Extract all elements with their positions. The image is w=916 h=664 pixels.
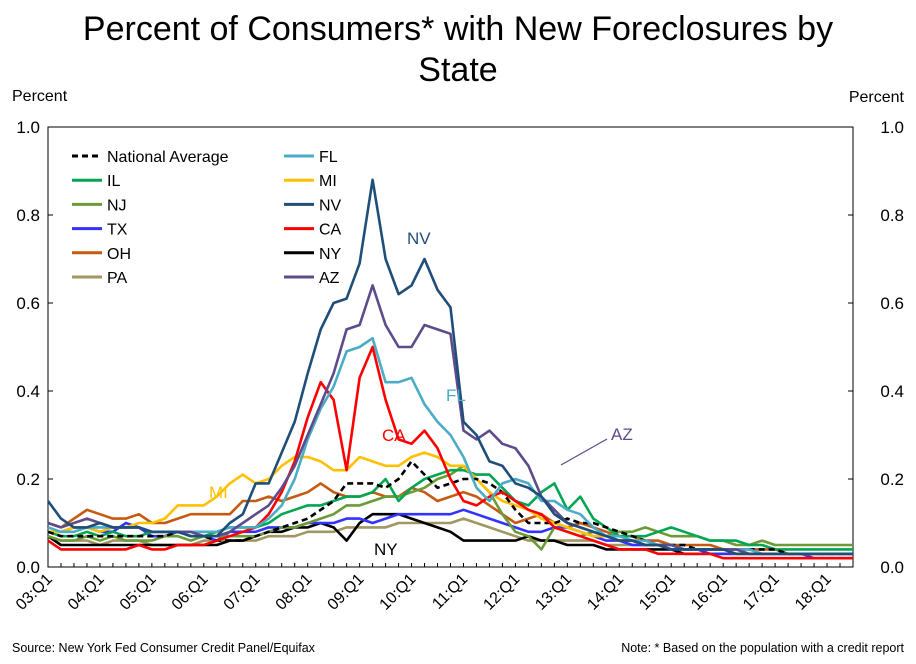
x-ticks: 03:Q1 04:Q1 05:Q1 06:Q1 07:Q1 08:Q1 09:Q1 10:Q1… <box>13 563 854 614</box>
annotation-az: AZ <box>611 425 633 444</box>
y-ticks-right: 0.0 0.2 0.4 0.6 0.8 1.0 <box>848 118 904 577</box>
series-line-il <box>47 468 853 551</box>
legend-label: MI <box>319 173 337 190</box>
legend: National Average IL NJ TX OH PA FL MI NV CA NY AZ <box>72 149 342 287</box>
x-tick-label: 13:Q1 <box>532 571 575 614</box>
legend-label: OH <box>107 246 131 263</box>
legend-label: NJ <box>107 197 127 214</box>
y-ticks-left: 0.0 0.2 0.4 0.6 0.8 1.0 <box>16 118 53 577</box>
x-tick-label: 17:Q1 <box>740 571 783 614</box>
legend-label: National Average <box>107 149 229 166</box>
x-tick-label: 08:Q1 <box>273 571 316 614</box>
legend-label: IL <box>107 173 120 190</box>
series-line-nv <box>46 178 853 556</box>
source-note: Source: New York Fed Consumer Credit Pan… <box>12 641 316 655</box>
y-tick-label-left: 0.2 <box>16 470 40 489</box>
x-tick-label: 09:Q1 <box>325 571 368 614</box>
chart-title-line-1: Percent of Consumers* with New Foreclosu… <box>83 10 833 48</box>
x-tick-label: 18:Q1 <box>792 571 835 614</box>
series-lines <box>46 178 853 560</box>
y-tick-label-right: 0.2 <box>880 470 904 489</box>
y-tick-label-left: 0.0 <box>16 558 40 577</box>
legend-label: CA <box>319 222 342 239</box>
chart-title-line-2: State <box>418 51 497 89</box>
footnote: Note: * Based on the population with a c… <box>621 641 904 655</box>
legend-label: FL <box>319 149 338 166</box>
series-line-ca <box>47 345 853 560</box>
y-axis-label-left: Percent <box>12 88 68 105</box>
plot-frame <box>47 126 854 568</box>
x-tick-label: 16:Q1 <box>688 571 731 614</box>
legend-label: AZ <box>319 270 340 287</box>
y-tick-label-left: 0.6 <box>16 294 40 313</box>
x-tick-label: 15:Q1 <box>636 571 679 614</box>
x-tick-label: 04:Q1 <box>65 571 108 614</box>
annotation-mi: MI <box>209 483 228 502</box>
annotation-nv: NV <box>407 229 431 248</box>
x-tick-label: 05:Q1 <box>117 571 160 614</box>
series-line-mi <box>48 451 853 556</box>
x-tick-label: 12:Q1 <box>480 571 523 614</box>
y-tick-label-left: 0.8 <box>16 206 40 225</box>
y-tick-label-right: 0.6 <box>880 294 904 313</box>
legend-label: NY <box>319 246 342 263</box>
x-tick-label: 10:Q1 <box>377 571 420 614</box>
y-tick-label-right: 0.0 <box>880 558 904 577</box>
legend-label: NV <box>319 197 342 214</box>
x-tick-label: 14:Q1 <box>584 571 627 614</box>
y-tick-label-right: 0.8 <box>880 206 904 225</box>
x-tick-label: 03:Q1 <box>13 571 56 614</box>
legend-label: PA <box>107 270 127 287</box>
annotation-fl: FL <box>446 386 466 405</box>
annotations: NV FL CA MI NY AZ <box>209 229 633 559</box>
y-tick-label-right: 1.0 <box>880 118 904 137</box>
y-axis-label-right: Percent <box>849 89 905 106</box>
x-tick-label: 06:Q1 <box>169 571 212 614</box>
annotation-ca: CA <box>382 426 406 445</box>
legend-label: TX <box>107 222 128 239</box>
y-tick-label-left: 1.0 <box>16 118 40 137</box>
series-line-oh <box>47 482 853 556</box>
annotation-ny: NY <box>374 540 398 559</box>
annotation-az-leader <box>560 438 608 466</box>
x-tick-label: 07:Q1 <box>221 571 264 614</box>
y-tick-label-right: 0.4 <box>880 382 904 401</box>
y-tick-label-left: 0.4 <box>16 382 40 401</box>
x-tick-label: 11:Q1 <box>429 571 471 613</box>
